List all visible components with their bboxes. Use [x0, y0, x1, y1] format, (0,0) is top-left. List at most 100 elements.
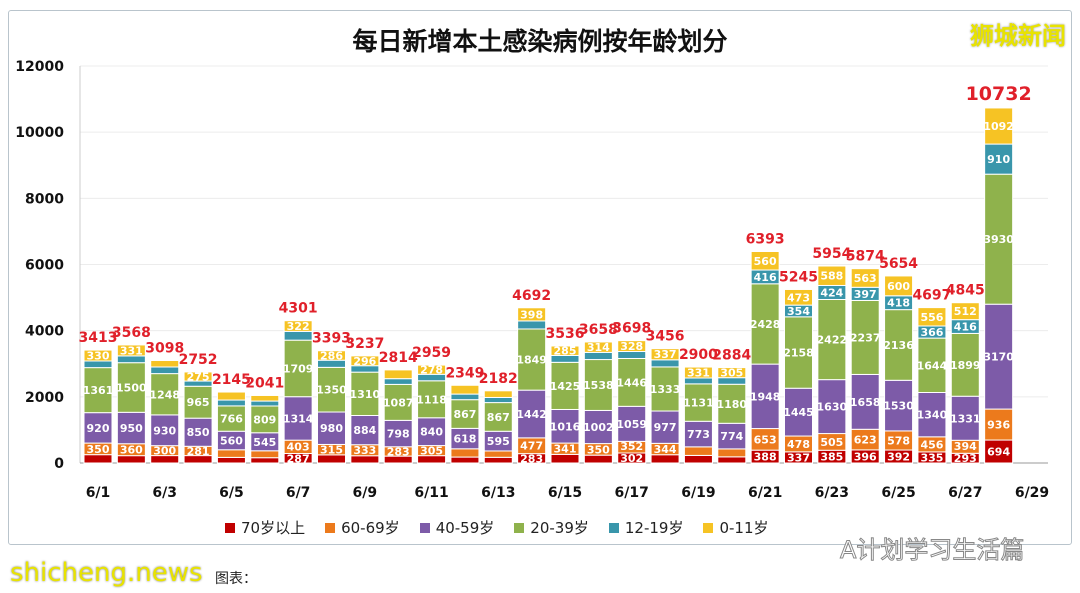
total-label: 6393	[746, 231, 785, 247]
segment-label: 302	[620, 452, 643, 465]
segment-label: 867	[487, 411, 510, 424]
legend-label: 40-59岁	[435, 519, 495, 537]
segment-label: 456	[920, 438, 943, 451]
segment-label: 1087	[383, 396, 414, 409]
bar-segment	[250, 457, 280, 464]
bar-segment	[517, 307, 547, 322]
segment-label: 477	[520, 440, 543, 453]
segment-label: 473	[787, 291, 810, 304]
x-tick-label: 6/27	[948, 485, 982, 501]
bar-segment	[884, 309, 914, 381]
total-label: 5874	[846, 249, 885, 265]
bar-segment	[317, 350, 346, 361]
segment-label: 424	[820, 286, 843, 299]
bar-segment	[383, 383, 413, 421]
segment-label: 388	[754, 451, 777, 464]
bar-segment	[116, 411, 146, 445]
segment-label: 556	[920, 311, 943, 324]
total-label: 3413	[79, 330, 118, 346]
segment-label: 1340	[917, 409, 948, 422]
x-tick-label: 6/5	[219, 485, 244, 501]
legend-swatch	[703, 522, 714, 533]
segment-label: 965	[187, 396, 210, 409]
segment-label: 416	[954, 321, 977, 334]
total-label: 2814	[379, 350, 418, 366]
bar-segment	[483, 390, 513, 398]
bar-segment	[650, 348, 680, 361]
bar-segment	[850, 268, 880, 288]
segment-label: 563	[854, 272, 877, 285]
bar-segment	[850, 373, 880, 430]
bar-segment	[483, 450, 513, 458]
bar-segment	[550, 345, 580, 356]
segment-label: 1118	[416, 393, 447, 406]
segment-label: 398	[520, 308, 543, 321]
bar-segment	[817, 379, 847, 435]
total-label: 2752	[179, 352, 218, 368]
watermark-bottom-right: A计划学习生活篇	[839, 536, 1025, 565]
chart-title: 每日新增本土感染病例按年龄划分	[352, 27, 728, 56]
total-label: 2884	[712, 348, 751, 364]
segment-label: 505	[820, 436, 843, 449]
segment-label: 278	[420, 364, 443, 377]
segment-label: 1630	[817, 401, 848, 414]
bar-segment	[817, 299, 847, 381]
total-label: 3536	[546, 326, 585, 342]
segment-label: 478	[787, 438, 810, 451]
bar-segment	[417, 380, 447, 419]
segment-label: 773	[687, 428, 710, 441]
bar-segment	[650, 366, 680, 412]
bar-segment	[884, 275, 914, 297]
bar-segment	[950, 332, 980, 397]
segment-label: 1310	[350, 388, 381, 401]
legend-swatch	[419, 522, 430, 533]
bar-segment	[116, 344, 146, 357]
bar-segment	[383, 369, 413, 380]
segment-label: 322	[287, 320, 310, 333]
total-label: 3393	[312, 331, 351, 347]
segment-label: 694	[987, 446, 1010, 459]
segment-label: 305	[720, 367, 743, 380]
segment-label: 3170	[983, 351, 1014, 364]
segment-label: 2136	[883, 339, 914, 352]
bar-segment	[683, 446, 713, 456]
segment-label: 344	[654, 443, 677, 456]
segment-label: 341	[554, 443, 577, 456]
y-tick-label: 6000	[25, 258, 64, 274]
segment-label: 1442	[516, 408, 547, 421]
bar-segment	[216, 405, 246, 432]
bar-segment	[216, 449, 246, 458]
bar-segment	[717, 367, 747, 379]
segment-label: 560	[754, 255, 777, 268]
total-label: 4692	[512, 288, 551, 304]
total-label: 3698	[612, 321, 651, 337]
segment-label: 337	[654, 348, 677, 361]
segment-label: 315	[320, 444, 343, 457]
segment-label: 766	[220, 413, 243, 426]
source-label: 图表：	[215, 571, 257, 587]
bar-segment	[417, 364, 447, 375]
bar-segment	[517, 320, 547, 330]
bar-segment	[383, 378, 413, 385]
segment-label: 595	[487, 435, 510, 448]
segment-label: 360	[120, 444, 143, 457]
segment-label: 283	[520, 452, 543, 465]
segment-label: 396	[854, 450, 877, 463]
segment-label: 331	[120, 344, 143, 357]
total-label: 3098	[145, 341, 184, 357]
segment-label: 2237	[850, 331, 881, 344]
bar-segment	[216, 399, 246, 407]
segment-label: 300	[153, 445, 176, 458]
segment-label: 1314	[283, 412, 314, 425]
bar-segment	[950, 302, 980, 321]
bar-segment	[550, 361, 580, 410]
segment-label: 884	[353, 424, 376, 437]
segment-label: 1530	[883, 400, 914, 413]
segment-label: 980	[320, 422, 343, 435]
bar-segment	[150, 360, 180, 368]
x-tick-label: 6/3	[152, 485, 177, 501]
bar-segment	[450, 448, 480, 458]
total-label: 10732	[966, 83, 1032, 105]
segment-label: 328	[620, 340, 643, 353]
segment-label: 798	[387, 428, 410, 441]
